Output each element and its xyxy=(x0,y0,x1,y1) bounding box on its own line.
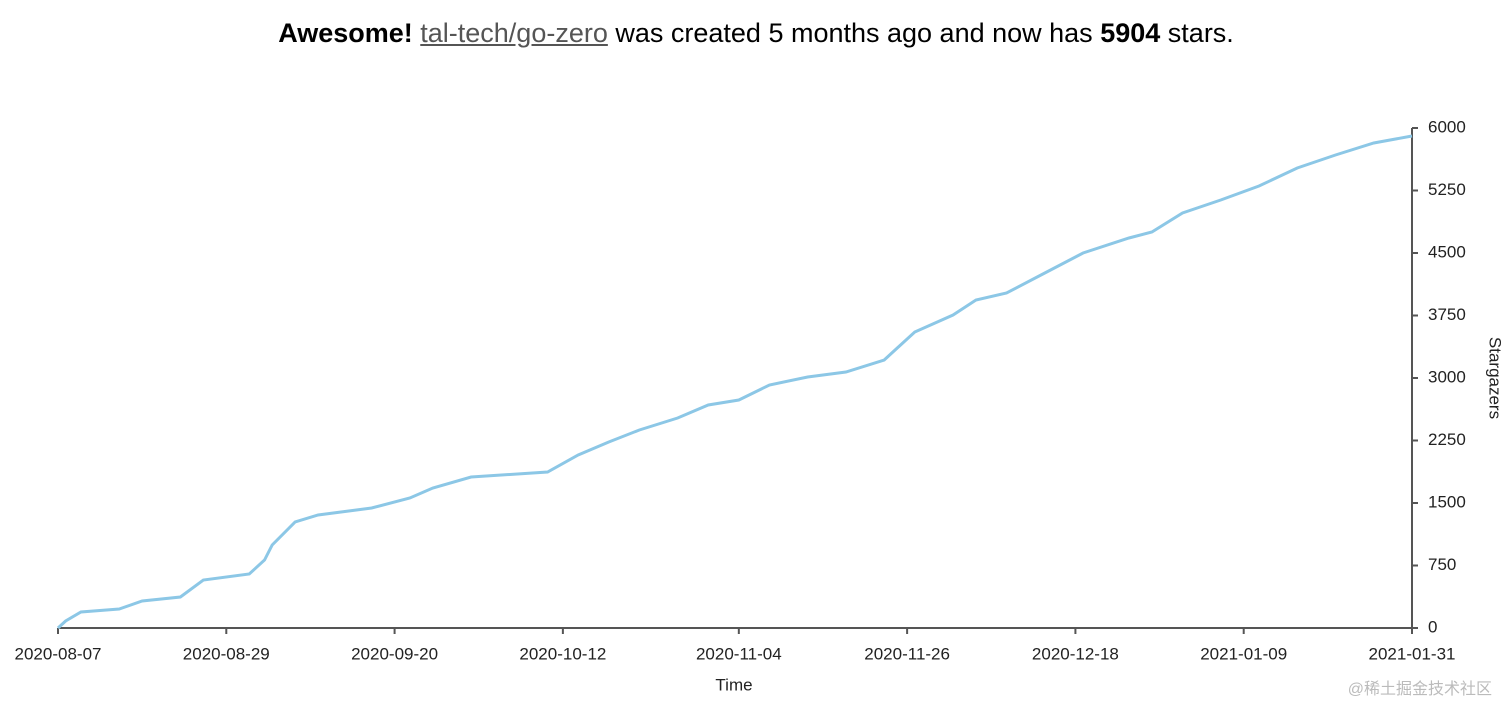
x-tick-label: 2020-11-26 xyxy=(864,644,950,663)
x-tick-label: 2020-10-12 xyxy=(519,644,606,663)
y-tick-label: 3000 xyxy=(1428,367,1466,386)
x-tick-label: 2020-08-07 xyxy=(15,644,102,663)
y-tick-label: 5250 xyxy=(1428,180,1466,199)
y-axis-label: Stargazers xyxy=(1486,337,1505,419)
title-exclaim: Awesome! xyxy=(278,18,413,48)
x-tick-label: 2020-12-18 xyxy=(1032,644,1119,663)
y-tick-label: 1500 xyxy=(1428,492,1466,511)
title-end: stars. xyxy=(1167,18,1234,48)
y-tick-label: 750 xyxy=(1428,555,1456,574)
y-tick-label: 3750 xyxy=(1428,305,1466,324)
x-axis-label: Time xyxy=(715,675,752,694)
y-tick-label: 4500 xyxy=(1428,242,1466,261)
x-tick-label: 2021-01-31 xyxy=(1369,644,1456,663)
y-tick-label: 0 xyxy=(1428,617,1437,636)
star-line xyxy=(56,134,1413,630)
x-tick-label: 2021-01-09 xyxy=(1200,644,1287,663)
chart-title: Awesome! tal-tech/go-zero was created 5 … xyxy=(0,18,1512,49)
star-count: 5904 xyxy=(1100,18,1161,48)
watermark: @稀土掘金技术社区 xyxy=(1348,680,1492,698)
x-tick-label: 2020-09-20 xyxy=(351,644,438,663)
repo-link[interactable]: tal-tech/go-zero xyxy=(420,18,608,48)
y-tick-label: 2250 xyxy=(1428,430,1466,449)
y-tick-label: 6000 xyxy=(1428,117,1466,136)
x-tick-label: 2020-08-29 xyxy=(183,644,270,663)
title-text: was created 5 months ago and now has xyxy=(615,18,1093,48)
x-tick-label: 2020-11-04 xyxy=(696,644,782,663)
